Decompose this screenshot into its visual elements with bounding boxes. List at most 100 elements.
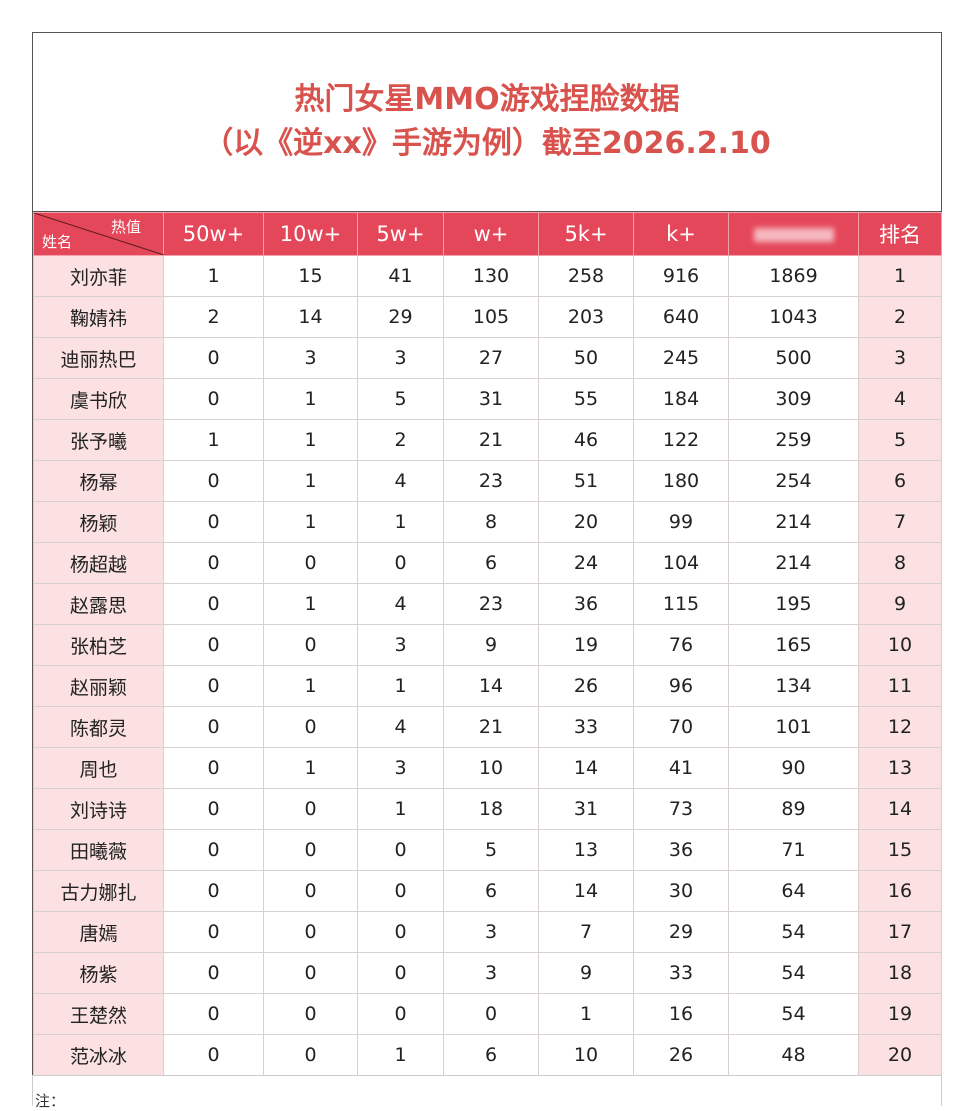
value-cell: 0: [163, 706, 264, 748]
rank-cell: 8: [858, 542, 942, 584]
value-cell: 0: [263, 829, 358, 871]
value-cell: 195: [728, 583, 859, 625]
value-cell: 0: [163, 1034, 264, 1076]
value-cell: 24: [538, 542, 634, 584]
name-cell: 杨超越: [33, 542, 164, 584]
table-row: 王楚然 0 0 0 0 1 16 54 19: [33, 993, 942, 1035]
value-cell: 4: [357, 583, 444, 625]
column-header: 5w+: [357, 212, 444, 256]
corner-label-name: 姓名: [42, 233, 73, 251]
value-cell: 1: [263, 460, 358, 502]
value-cell: 21: [443, 419, 539, 461]
value-cell: 23: [443, 583, 539, 625]
column-header: 50w+: [163, 212, 264, 256]
name-cell: 杨颖: [33, 501, 164, 543]
value-cell: 104: [633, 542, 729, 584]
rank-cell: 4: [858, 378, 942, 420]
table-row: 古力娜扎 0 0 0 6 14 30 64 16: [33, 870, 942, 912]
note-area: 注：: [32, 1075, 942, 1110]
value-cell: 1043: [728, 296, 859, 338]
value-cell: 29: [357, 296, 444, 338]
value-cell: 50: [538, 337, 634, 379]
value-cell: 54: [728, 952, 859, 994]
value-cell: 258: [538, 255, 634, 297]
value-cell: 5: [443, 829, 539, 871]
value-cell: 254: [728, 460, 859, 502]
table-row: 刘亦菲 1 15 41 130 258 916 1869 1: [33, 255, 942, 297]
value-cell: 0: [357, 870, 444, 912]
value-cell: 105: [443, 296, 539, 338]
table-row: 赵丽颖 0 1 1 14 26 96 134 11: [33, 665, 942, 707]
value-cell: 7: [538, 911, 634, 953]
value-cell: 41: [633, 747, 729, 789]
value-cell: 73: [633, 788, 729, 830]
value-cell: 0: [357, 952, 444, 994]
value-cell: 6: [443, 1034, 539, 1076]
value-cell: 71: [728, 829, 859, 871]
name-cell: 王楚然: [33, 993, 164, 1035]
ranking-table: 热值 姓名 50w+ 10w+ 5w+ w+ 5k+ k+ 排名 刘亦菲 1 15 41 130 25…: [33, 212, 942, 1076]
value-cell: 1: [357, 501, 444, 543]
value-cell: 64: [728, 870, 859, 912]
rank-cell: 17: [858, 911, 942, 953]
value-cell: 130: [443, 255, 539, 297]
name-cell: 虞书欣: [33, 378, 164, 420]
value-cell: 180: [633, 460, 729, 502]
value-cell: 4: [357, 706, 444, 748]
value-cell: 1: [263, 501, 358, 543]
value-cell: 122: [633, 419, 729, 461]
rank-cell: 15: [858, 829, 942, 871]
table-row: 迪丽热巴 0 3 3 27 50 245 500 3: [33, 337, 942, 379]
value-cell: 1: [263, 665, 358, 707]
value-cell: 1: [263, 419, 358, 461]
value-cell: 0: [163, 911, 264, 953]
table-row: 周也 0 1 3 10 14 41 90 13: [33, 747, 942, 789]
rank-cell: 12: [858, 706, 942, 748]
value-cell: 10: [443, 747, 539, 789]
value-cell: 76: [633, 624, 729, 666]
value-cell: 3: [443, 952, 539, 994]
value-cell: 6: [443, 542, 539, 584]
value-cell: 203: [538, 296, 634, 338]
name-cell: 田曦薇: [33, 829, 164, 871]
value-cell: 14: [443, 665, 539, 707]
value-cell: 916: [633, 255, 729, 297]
name-cell: 迪丽热巴: [33, 337, 164, 379]
value-cell: 3: [357, 747, 444, 789]
value-cell: 1869: [728, 255, 859, 297]
column-header: 10w+: [263, 212, 358, 256]
value-cell: 4: [357, 460, 444, 502]
value-cell: 165: [728, 624, 859, 666]
value-cell: 1: [163, 255, 264, 297]
value-cell: 0: [163, 542, 264, 584]
blurred-header: [753, 228, 834, 242]
name-cell: 张予曦: [33, 419, 164, 461]
name-cell: 刘诗诗: [33, 788, 164, 830]
value-cell: 1: [263, 583, 358, 625]
rank-cell: 1: [858, 255, 942, 297]
value-cell: 14: [538, 747, 634, 789]
rank-cell: 5: [858, 419, 942, 461]
value-cell: 184: [633, 378, 729, 420]
value-cell: 30: [633, 870, 729, 912]
value-cell: 26: [633, 1034, 729, 1076]
value-cell: 9: [443, 624, 539, 666]
value-cell: 0: [263, 911, 358, 953]
value-cell: 0: [163, 378, 264, 420]
rank-cell: 19: [858, 993, 942, 1035]
value-cell: 31: [538, 788, 634, 830]
rank-cell: 16: [858, 870, 942, 912]
value-cell: 0: [163, 788, 264, 830]
name-cell: 周也: [33, 747, 164, 789]
value-cell: 18: [443, 788, 539, 830]
value-cell: 0: [357, 542, 444, 584]
value-cell: 14: [263, 296, 358, 338]
value-cell: 21: [443, 706, 539, 748]
value-cell: 3: [357, 624, 444, 666]
value-cell: 1: [263, 747, 358, 789]
value-cell: 9: [538, 952, 634, 994]
value-cell: 29: [633, 911, 729, 953]
value-cell: 0: [163, 583, 264, 625]
value-cell: 15: [263, 255, 358, 297]
table-row: 杨幂 0 1 4 23 51 180 254 6: [33, 460, 942, 502]
